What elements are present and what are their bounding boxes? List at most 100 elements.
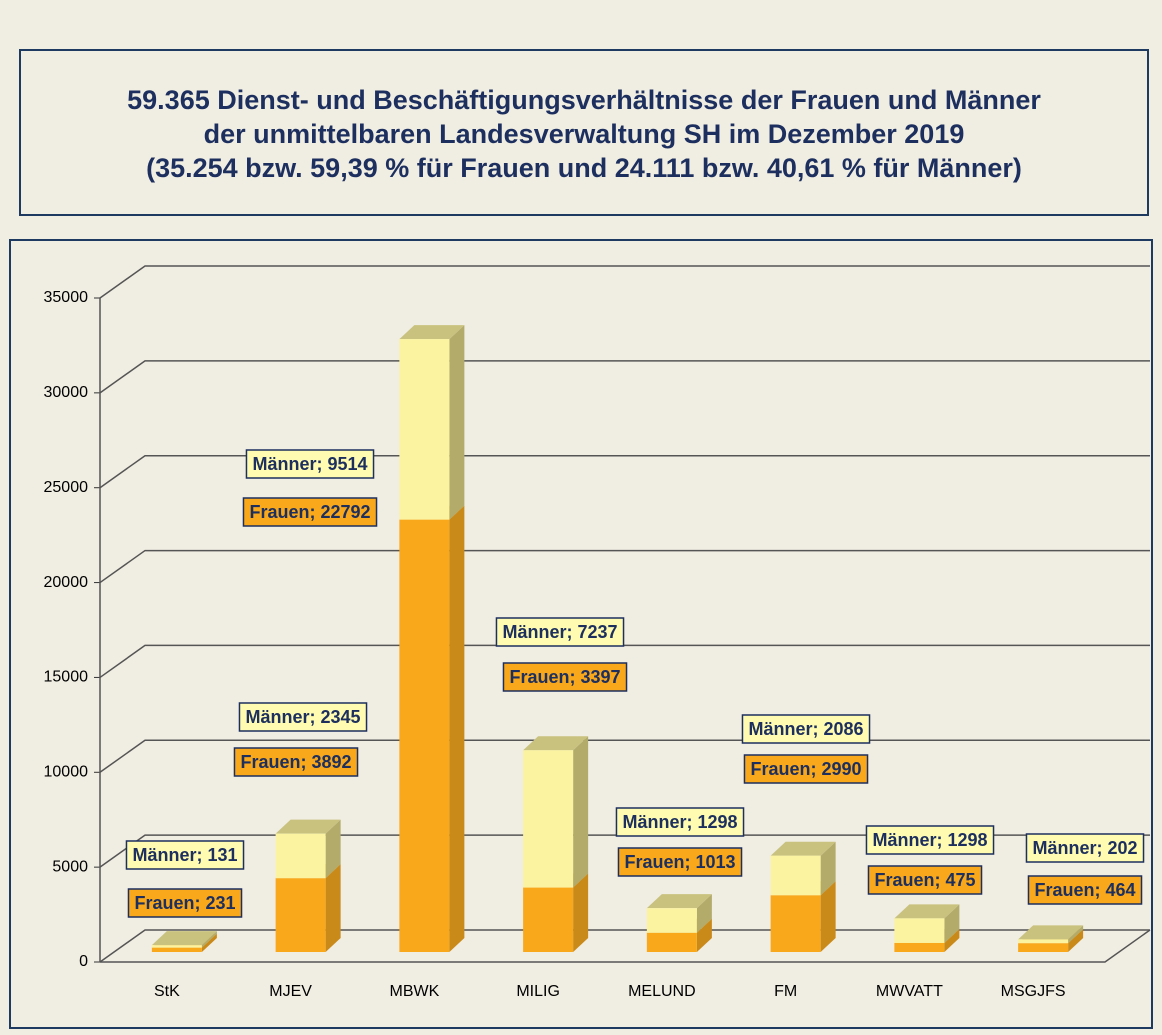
bar-top xyxy=(894,904,960,919)
data-label-box xyxy=(865,825,995,855)
data-label-box xyxy=(245,449,375,479)
data-label-box xyxy=(233,747,359,777)
bar-side xyxy=(449,325,465,520)
x-tick-label: MJEV xyxy=(269,983,312,1000)
y-tick-label: 5000 xyxy=(52,858,88,875)
data-label: Männer; 1298 xyxy=(622,812,737,832)
y-tick-label: 20000 xyxy=(44,574,89,591)
bar-front xyxy=(1018,943,1069,952)
grid-line xyxy=(99,834,1150,868)
grid-line xyxy=(99,644,1150,679)
y-tick-label: 10000 xyxy=(44,764,89,781)
data-label: Männer; 1298 xyxy=(872,830,987,850)
data-label: Männer; 131 xyxy=(132,845,237,865)
bar xyxy=(646,894,712,933)
bar-top xyxy=(151,931,217,946)
bar-front xyxy=(151,945,202,948)
y-tick-label: 0 xyxy=(79,953,88,970)
data-label: Männer; 2345 xyxy=(245,707,360,727)
data-label-box xyxy=(238,702,368,732)
bar xyxy=(151,931,217,948)
bar-side xyxy=(820,881,836,952)
bar-side xyxy=(201,933,217,952)
bar-front xyxy=(646,908,697,933)
bar xyxy=(894,904,960,943)
data-label-box xyxy=(502,662,628,692)
data-label-box xyxy=(127,888,243,918)
data-label: Frauen; 475 xyxy=(874,870,975,890)
y-tick-label: 35000 xyxy=(44,289,89,306)
data-label: Frauen; 22792 xyxy=(249,502,370,522)
data-label-box xyxy=(1025,833,1145,863)
bar-top xyxy=(646,894,712,909)
data-label: Frauen; 3892 xyxy=(240,752,351,772)
data-label: Männer; 2086 xyxy=(748,719,863,739)
grid-line xyxy=(99,549,1150,584)
bar-front xyxy=(770,855,821,896)
bar-side xyxy=(1068,925,1084,944)
data-label: Frauen; 1013 xyxy=(624,852,735,872)
chart-title: 59.365 Dienst- und Beschäftigungsverhält… xyxy=(127,85,1041,115)
bar-front xyxy=(151,947,202,952)
x-tick-label: MILIG xyxy=(516,983,560,1000)
bar xyxy=(1018,925,1084,944)
bar-side xyxy=(696,894,712,933)
bar-side xyxy=(573,873,589,952)
data-label-box xyxy=(1027,875,1143,905)
bar-front xyxy=(399,519,450,952)
bar-side xyxy=(944,928,960,952)
bar-front xyxy=(523,750,574,888)
bar-front xyxy=(770,895,821,952)
bar-side xyxy=(944,904,960,943)
data-label-box xyxy=(495,617,625,647)
bar-side xyxy=(573,736,589,888)
x-tick-label: MSGJFS xyxy=(1001,983,1066,1000)
bar-top xyxy=(523,736,589,751)
bar-side xyxy=(820,841,836,896)
data-label: Frauen; 3397 xyxy=(509,667,620,687)
floor xyxy=(100,929,1151,963)
x-tick-label: MELUND xyxy=(628,983,696,1000)
title-box xyxy=(19,49,1149,216)
bar-top xyxy=(770,841,836,856)
bar-front xyxy=(894,942,945,952)
y-tick-label: 15000 xyxy=(44,669,89,686)
x-tick-label: MBWK xyxy=(389,983,439,1000)
bar-front xyxy=(275,833,326,879)
data-label-box xyxy=(867,865,983,895)
data-label-box xyxy=(741,714,871,744)
bar-side xyxy=(201,931,217,948)
data-label: Männer; 7237 xyxy=(502,622,617,642)
data-label-box xyxy=(242,497,378,527)
x-tick-label: StK xyxy=(154,983,180,1000)
data-label: Männer; 9514 xyxy=(252,454,367,474)
grid-line xyxy=(99,454,1150,489)
bar-side xyxy=(325,819,341,879)
bar-front xyxy=(399,339,450,520)
bar-side xyxy=(1068,929,1084,952)
data-label: Frauen; 464 xyxy=(1034,880,1135,900)
chart-title: (35.254 bzw. 59,39 % für Frauen und 24.1… xyxy=(146,153,1022,183)
data-label-box xyxy=(743,754,869,784)
bar-side xyxy=(325,864,341,952)
bar-top xyxy=(1018,925,1084,940)
data-label: Männer; 202 xyxy=(1032,838,1137,858)
bar-front xyxy=(646,932,697,952)
data-label-box xyxy=(615,807,745,837)
bar-front xyxy=(894,918,945,943)
bar-front xyxy=(275,878,326,952)
bar-side xyxy=(449,505,465,952)
bar xyxy=(399,325,465,520)
data-label: Frauen; 2990 xyxy=(750,759,861,779)
x-tick-label: FM xyxy=(774,983,797,1000)
bar-top xyxy=(399,325,465,340)
bar-front xyxy=(1018,939,1069,944)
y-tick-label: 25000 xyxy=(44,479,89,496)
bar xyxy=(275,819,341,879)
bar-side xyxy=(696,918,712,952)
bar xyxy=(523,736,589,888)
x-tick-label: MWVATT xyxy=(876,983,943,1000)
chart-title: der unmittelbaren Landesverwaltung SH im… xyxy=(204,119,965,149)
data-label: Frauen; 231 xyxy=(134,893,235,913)
